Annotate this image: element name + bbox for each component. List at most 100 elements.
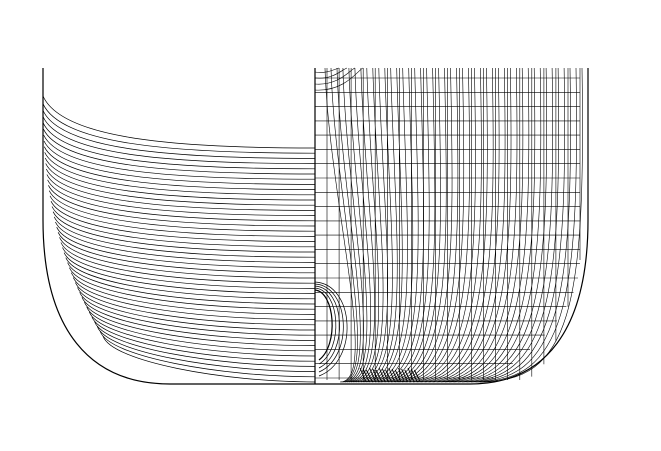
waterline: [75, 282, 316, 326]
keel-hatch-line: [397, 367, 405, 383]
keel-hatch-line: [365, 369, 373, 383]
section-curve: [350, 67, 380, 383]
waterline: [45, 163, 316, 206]
section-curve: [424, 67, 506, 383]
waterline: [65, 257, 316, 300]
bilge-detail-curve: [314, 285, 340, 369]
waterline: [59, 237, 316, 279]
bilge-detail-curve: [314, 283, 344, 373]
waterline: [99, 331, 316, 378]
waterline: [48, 190, 316, 232]
waterline: [94, 321, 316, 367]
waterline: [70, 272, 316, 315]
section-curve: [436, 67, 524, 383]
sections-half: [314, 67, 589, 385]
section-curve: [457, 67, 554, 383]
section-curve: [479, 67, 583, 383]
waterline: [55, 221, 316, 263]
top-detail-curve: [314, 67, 356, 85]
section-curve: [428, 67, 512, 383]
waterline: [50, 201, 316, 242]
keel-hatch-line: [410, 368, 418, 383]
section-curve: [470, 67, 571, 383]
waterline: [84, 301, 316, 346]
section-curve: [462, 67, 559, 383]
waterline: [42, 116, 316, 164]
waterline: [44, 152, 316, 196]
section-curve: [336, 67, 361, 383]
section-curve: [346, 67, 371, 383]
waterline: [79, 292, 316, 336]
section-curve: [330, 67, 358, 383]
waterline: [86, 306, 316, 352]
waterline: [81, 297, 316, 341]
section-curve: [432, 67, 518, 383]
waterline: [49, 195, 316, 237]
top-detail-curve: [314, 67, 348, 79]
keel-hatch-line: [375, 369, 383, 383]
section-curve: [353, 67, 384, 383]
waterline: [42, 110, 316, 159]
waterline: [69, 267, 316, 310]
waterline: [77, 287, 316, 331]
waterline: [42, 95, 316, 149]
keel-hatch-line: [388, 367, 396, 383]
keel-hatch-line: [369, 367, 377, 383]
waterline: [62, 247, 316, 289]
keel-hatch-line: [378, 367, 386, 383]
section-curve: [466, 67, 565, 383]
section-curve: [344, 67, 368, 383]
waterline: [52, 211, 316, 253]
section-curve: [449, 67, 542, 383]
keel-hatch-line: [372, 368, 380, 383]
waterline: [72, 277, 316, 320]
section-curve: [348, 67, 375, 383]
waterline: [42, 123, 316, 170]
waterline: [47, 179, 316, 222]
section-curve: [412, 67, 488, 383]
section-curve: [401, 67, 470, 383]
hull-outline-right: [315, 68, 589, 385]
bilge-detail-curve: [314, 289, 333, 361]
keel-hatch-line: [381, 368, 389, 383]
waterline: [88, 311, 316, 357]
section-curve: [398, 67, 465, 383]
waterline: [43, 146, 316, 190]
section-curve: [475, 67, 577, 383]
waterline: [57, 232, 316, 274]
section-curve: [440, 67, 530, 383]
keel-hatch-line: [385, 369, 393, 383]
hull-outline-left: [42, 68, 315, 385]
grid-lines: [315, 68, 581, 380]
top-detail-curve: [314, 67, 340, 73]
waterline: [60, 242, 316, 284]
section-curve: [420, 67, 500, 383]
keel-hatch-line: [362, 368, 370, 383]
section-curve: [342, 67, 364, 383]
section-curve: [394, 67, 459, 383]
waterline: [43, 129, 316, 175]
waterline: [91, 316, 316, 362]
waterline: [46, 174, 316, 216]
bilge-detail-curves: [314, 67, 364, 377]
section-curve: [416, 67, 494, 383]
waterline: [96, 326, 316, 372]
section-curve: [453, 67, 548, 383]
keel-hatch-line: [407, 367, 415, 383]
section-curves: [315, 67, 589, 385]
keel-hatch-line: [413, 369, 421, 383]
waterline: [45, 168, 316, 211]
keel-hatch-line: [391, 368, 399, 383]
waterline: [63, 252, 316, 294]
section-curve: [444, 67, 536, 383]
keel-hatch-line: [404, 369, 412, 383]
section-curve: [324, 67, 356, 383]
waterline: [51, 206, 316, 248]
waterline: [42, 103, 316, 154]
keel-hatch-line: [359, 367, 367, 383]
section-curve: [387, 67, 447, 383]
waterline: [44, 157, 316, 201]
keel-hatch-line: [401, 368, 409, 383]
